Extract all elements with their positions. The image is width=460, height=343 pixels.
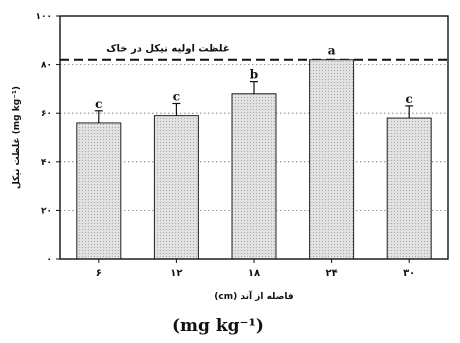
labels: c c b a c ۰ ۲۰ ۴۰ ۶۰ ۸۰ ۱۰۰ ۶ ۱۲ ۱۸ ۲۴ ۳۰ فاصله از آند (… bbox=[12, 12, 415, 336]
reference-line: غلظت اولیه نیکل در خاک bbox=[60, 44, 448, 61]
significance-letter: b bbox=[250, 68, 258, 82]
bar bbox=[231, 93, 277, 260]
bar bbox=[309, 59, 355, 260]
x-tick-label: ۶ bbox=[96, 268, 102, 279]
x-tick-label: ۲۴ bbox=[325, 268, 337, 279]
y-tick-label: ۲۰ bbox=[41, 206, 52, 216]
y-tick-label: ۰ bbox=[47, 255, 53, 265]
bar bbox=[76, 122, 122, 260]
bar bbox=[153, 115, 199, 260]
y-tick-label: ۶۰ bbox=[41, 109, 52, 119]
grid-lines bbox=[60, 64, 448, 211]
bar bbox=[386, 117, 432, 260]
y-tick-label: ۸۰ bbox=[41, 61, 52, 71]
x-axis-title: فاصله از آند (cm) bbox=[214, 290, 293, 302]
reference-line-label: غلظت اولیه نیکل در خاک bbox=[106, 44, 229, 55]
significance-letter: a bbox=[328, 44, 336, 58]
x-tick-label: ۱۲ bbox=[170, 268, 182, 279]
significance-letter: c bbox=[95, 97, 102, 111]
y-tick-label: ۴۰ bbox=[41, 158, 52, 168]
axes bbox=[56, 15, 449, 263]
significance-letter: c bbox=[406, 92, 413, 106]
y-tick-label: ۱۰۰ bbox=[36, 12, 52, 22]
x-tick-label: ۱۸ bbox=[248, 268, 260, 279]
x-tick-label: ۳۰ bbox=[403, 268, 415, 279]
y-axis-title: غلظت نیکل (mg kg⁻¹) bbox=[12, 86, 22, 189]
bars bbox=[76, 59, 432, 260]
caption: (mg kg⁻¹) bbox=[172, 316, 264, 336]
significance-letter: c bbox=[173, 89, 180, 103]
